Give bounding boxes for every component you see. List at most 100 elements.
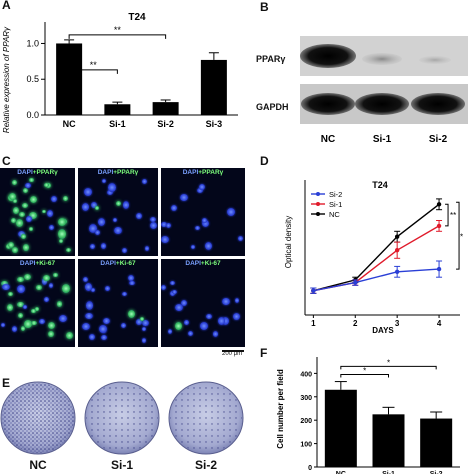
fluor-nc-pparg: DAPI+PPARγ bbox=[0, 168, 75, 256]
cell-nucleus bbox=[104, 286, 111, 291]
fluor-nc-ki67: DAPI+Ki-67 bbox=[0, 259, 75, 347]
cell-nucleus bbox=[56, 301, 63, 307]
chart-d-point bbox=[394, 234, 400, 239]
chart-a-ytick-label: 0.5 bbox=[26, 74, 39, 84]
cell-nucleus bbox=[222, 317, 230, 325]
chart-d-point bbox=[394, 248, 400, 253]
cell-nucleus bbox=[101, 334, 107, 340]
cell-nucleus bbox=[107, 183, 116, 192]
chart-a-ytick-label: 1.0 bbox=[26, 38, 39, 48]
cell-nucleus bbox=[122, 200, 130, 209]
cell-nucleus bbox=[172, 289, 178, 295]
cell-nucleus bbox=[84, 188, 92, 197]
cell-nucleus bbox=[89, 224, 98, 233]
cell-nucleus bbox=[161, 284, 167, 290]
chart-a-xtick-label: Si-1 bbox=[109, 119, 126, 129]
cell-nucleus bbox=[106, 190, 113, 196]
chart-f-ytick-label: 200 bbox=[300, 418, 312, 425]
chart-f-bar bbox=[324, 389, 357, 467]
chart-d-point bbox=[353, 280, 358, 285]
cell-nucleus bbox=[43, 183, 49, 188]
panel-letter-a: A bbox=[2, 0, 11, 12]
cell-nucleus bbox=[150, 217, 156, 222]
wb-band-si2-pparg bbox=[419, 56, 451, 64]
chart-f-xtick-label: NC bbox=[336, 471, 346, 474]
chart-d-significance-label: ** bbox=[450, 211, 456, 220]
cell-nucleus bbox=[7, 292, 13, 297]
chart-a: T24 Relative expression of PPARγ 0.0 0.5 1… bbox=[2, 12, 238, 133]
cell-nucleus bbox=[161, 221, 168, 228]
chart-d-series-line bbox=[313, 268, 440, 292]
cell-nucleus bbox=[15, 219, 24, 227]
fluor-label-dapi: DAPI bbox=[19, 260, 36, 267]
cell-nucleus bbox=[94, 205, 100, 210]
chart-f-ytick-label: 300 bbox=[300, 395, 312, 402]
wb-band-label-gapdh: GAPDH bbox=[256, 102, 289, 112]
cell-nucleus bbox=[31, 308, 36, 313]
colony-label-si1: Si-1 bbox=[110, 458, 133, 472]
cell-nucleus bbox=[114, 226, 122, 234]
fluor-si1-ki67: DAPI+Ki-67 bbox=[78, 259, 158, 347]
cell-nucleus bbox=[95, 230, 101, 236]
cell-nucleus bbox=[82, 323, 91, 331]
cell-nucleus bbox=[29, 177, 34, 182]
chart-f-ytick-label: 400 bbox=[300, 371, 312, 378]
chart-d-legend-marker bbox=[316, 202, 320, 206]
cell-nucleus bbox=[24, 320, 32, 329]
cell-nucleus bbox=[89, 243, 96, 249]
cell-nucleus bbox=[122, 247, 127, 253]
chart-f-significance-label: * bbox=[363, 367, 366, 376]
chart-f-significance-bracket bbox=[340, 374, 389, 378]
chart-d-ylabel: Optical density bbox=[284, 216, 293, 268]
cell-nucleus bbox=[199, 183, 206, 191]
cell-nucleus bbox=[19, 212, 26, 218]
fluor-label-marker: +PPARγ bbox=[198, 169, 224, 176]
chart-a-bar bbox=[56, 43, 83, 115]
chart-f-bar bbox=[372, 414, 405, 467]
cell-nucleus bbox=[141, 338, 146, 343]
cell-nucleus bbox=[141, 327, 147, 332]
cell-nucleus bbox=[161, 236, 169, 243]
colony-label-si2: Si-2 bbox=[194, 458, 217, 472]
chart-f-xtick-label: Si-1 bbox=[382, 471, 395, 474]
cell-nucleus bbox=[43, 274, 50, 281]
chart-d-point bbox=[436, 223, 442, 229]
chart-d-point bbox=[311, 288, 316, 293]
scale-bar-label: 200 μm bbox=[222, 351, 243, 357]
cell-nucleus bbox=[184, 319, 189, 325]
cell-nucleus bbox=[141, 319, 149, 327]
cell-nucleus bbox=[212, 331, 219, 337]
cell-nucleus bbox=[23, 305, 28, 309]
cell-nucleus bbox=[16, 284, 25, 294]
chart-d-legend-marker bbox=[316, 212, 320, 216]
cell-nucleus bbox=[175, 321, 182, 330]
chart-d-significance-label: * bbox=[460, 233, 463, 242]
chart-f-ytick-label: 100 bbox=[300, 442, 312, 449]
cell-nucleus bbox=[127, 310, 136, 319]
fluor-si2-pparg: DAPI+PPARγ bbox=[161, 168, 245, 256]
cell-nucleus bbox=[41, 278, 47, 285]
cell-nucleus bbox=[187, 330, 194, 337]
fluor-label-marker: +PPARγ bbox=[113, 169, 139, 176]
fluor-label-dapi: DAPI bbox=[185, 260, 201, 267]
wb-lane-si1: Si-1 bbox=[373, 134, 392, 145]
cell-nucleus bbox=[29, 195, 38, 203]
panel-letter-c: C bbox=[2, 154, 11, 168]
fluor-label-marker: +PPARγ bbox=[32, 169, 58, 176]
cell-nucleus bbox=[5, 244, 11, 250]
cell-nucleus bbox=[51, 196, 57, 203]
cell-nucleus bbox=[41, 209, 46, 214]
wb-band-si2-gapdh bbox=[411, 93, 465, 115]
cell-nucleus bbox=[98, 218, 106, 227]
chart-d-xlabel: DAYS bbox=[372, 326, 394, 335]
cell-nucleus bbox=[135, 318, 143, 325]
cell-nucleus bbox=[82, 277, 88, 283]
chart-d-legend-marker bbox=[316, 192, 320, 196]
fluor-label-dapi: DAPI bbox=[182, 169, 199, 176]
cell-nucleus bbox=[81, 203, 90, 212]
chart-d-significance-bracket bbox=[456, 201, 460, 270]
cell-nucleus bbox=[53, 272, 58, 278]
cell-nucleus bbox=[57, 229, 66, 239]
chart-d-xtick-label: 4 bbox=[437, 319, 442, 328]
